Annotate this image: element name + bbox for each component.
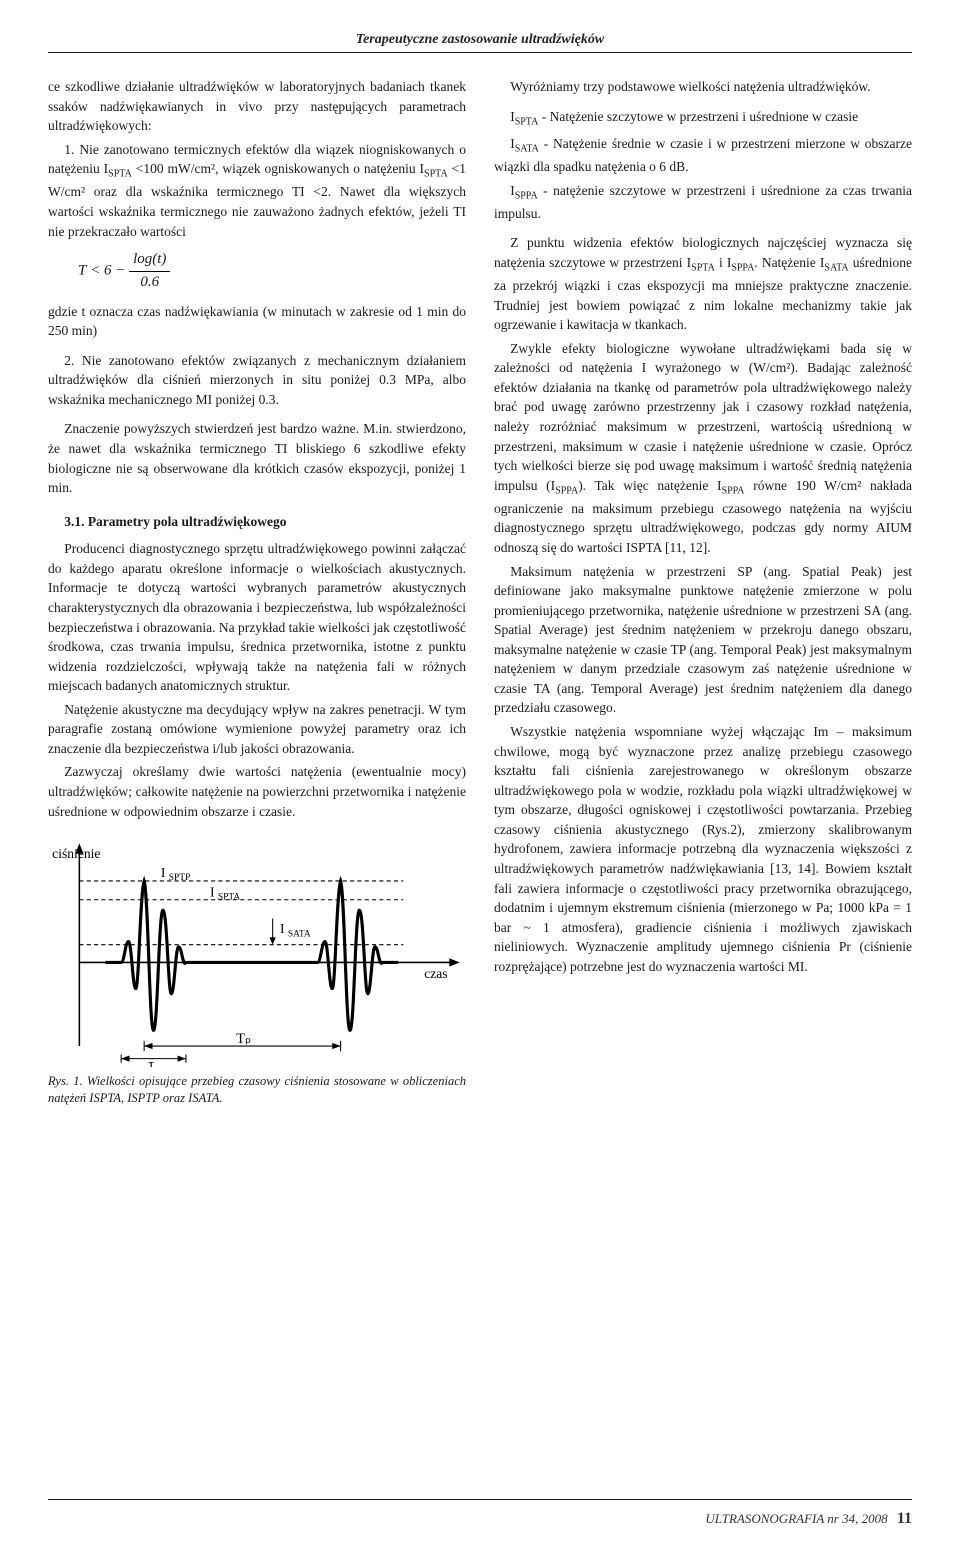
paragraph: 1. Nie zanotowano termicznych efektów dl…	[48, 140, 466, 241]
paragraph: ISPTA - Natężenie szczytowe w przestrzen…	[494, 107, 912, 130]
pulse-1	[105, 881, 199, 1030]
paragraph: 2. Nie zanotowano efektów związanych z m…	[48, 351, 466, 410]
footer: ULTRASONOGRAFIA nr 34, 2008 11	[705, 1510, 912, 1528]
paragraph: gdzie t oznacza czas nadźwiękawiania (w …	[48, 302, 466, 341]
pulse-2	[304, 881, 398, 1030]
paragraph: Wszystkie natężenia wspomniane wyżej włą…	[494, 722, 912, 976]
paragraph: Wyróżniamy trzy podstawowe wielkości nat…	[494, 77, 912, 97]
text: <100 mW/cm², wiązek ogniskowanych o natę…	[132, 161, 424, 176]
paragraph: Zwykle efekty biologiczne wywołane ultra…	[494, 339, 912, 558]
paragraph: Z punktu widzenia efektów biologicznych …	[494, 233, 912, 334]
figure-plot: ciśnienie czas I SPTP I SPTA I SATA Tₚ τ	[48, 837, 466, 1067]
paragraph: Producenci diagnostycznego sprzętu ultra…	[48, 539, 466, 696]
text: i I	[715, 255, 732, 270]
subscript: SPPA	[555, 485, 578, 496]
isata-label: I SATA	[280, 921, 311, 939]
isata-arrow-head	[270, 937, 276, 944]
tau-label: τ	[148, 1057, 154, 1067]
text: Zwykle efekty biologiczne wywołane ultra…	[494, 341, 912, 493]
paragraph: ISATA - Natężenie średnie w czasie i w p…	[494, 134, 912, 177]
figure-caption: Rys. 1. Wielkości opisujące przebieg cza…	[48, 1073, 466, 1107]
subscript: SPTA	[108, 169, 132, 180]
tp-arrow-left	[144, 1043, 152, 1049]
two-column-layout: ce szkodliwe działanie ultradźwięków w l…	[48, 77, 912, 1107]
section-heading: 3.1. Parametry pola ultradźwiękowego	[48, 512, 466, 532]
subscript: SPTA	[691, 263, 715, 274]
text: - Natężenie szczytowe w przestrzeni i uś…	[538, 109, 858, 124]
isptp-label: I SPTP	[161, 865, 190, 883]
subscript: SPPA	[515, 190, 538, 201]
x-axis-arrow	[449, 958, 459, 966]
formula: T < 6 − log(t)0.6	[78, 249, 466, 294]
subscript: SATA	[515, 143, 539, 154]
text: ). Tak więc natężenie I	[578, 478, 721, 493]
paragraph: Maksimum natężenia w przestrzeni SP (ang…	[494, 562, 912, 719]
paragraph: Natężenie akustyczne ma decydujący wpływ…	[48, 700, 466, 759]
footer-rule	[48, 1499, 912, 1500]
left-column: ce szkodliwe działanie ultradźwięków w l…	[48, 77, 466, 1107]
page: Terapeutyczne zastosowanie ultradźwięków…	[0, 0, 960, 1544]
running-head: Terapeutyczne zastosowanie ultradźwięków	[48, 32, 912, 48]
subscript: SPPA	[731, 263, 754, 274]
subscript: SPPA	[722, 485, 745, 496]
ylabel: ciśnienie	[52, 846, 100, 861]
text: . Natężenie I	[754, 255, 824, 270]
paragraph: ISPPA - natężenie szczytowe w przestrzen…	[494, 181, 912, 224]
text: - Natężenie średnie w czasie i w przestr…	[494, 136, 912, 174]
tp-arrow-right	[332, 1043, 340, 1049]
text: - natężenie szczytowe w przestrzeni i uś…	[494, 183, 912, 221]
paragraph: ce szkodliwe działanie ultradźwięków w l…	[48, 77, 466, 136]
journal-ref: ULTRASONOGRAFIA nr 34, 2008	[705, 1511, 887, 1526]
header-rule	[48, 52, 912, 53]
waveform-svg: ciśnienie czas I SPTP I SPTA I SATA Tₚ τ	[48, 837, 466, 1067]
tp-label: Tₚ	[236, 1031, 251, 1047]
subscript: SATA	[824, 263, 848, 274]
right-column: Wyróżniamy trzy podstawowe wielkości nat…	[494, 77, 912, 1107]
page-number: 11	[897, 1510, 912, 1527]
subscript: SPTA	[424, 169, 448, 180]
paragraph: Zazwyczaj określamy dwie wartości natęże…	[48, 762, 466, 821]
figure-1: ciśnienie czas I SPTP I SPTA I SATA Tₚ τ…	[48, 837, 466, 1107]
xlabel: czas	[424, 966, 447, 981]
paragraph: Znaczenie powyższych stwierdzeń jest bar…	[48, 419, 466, 497]
tau-arrow-left	[121, 1056, 129, 1062]
subscript: SPTA	[515, 116, 539, 127]
tau-arrow-right	[178, 1056, 186, 1062]
